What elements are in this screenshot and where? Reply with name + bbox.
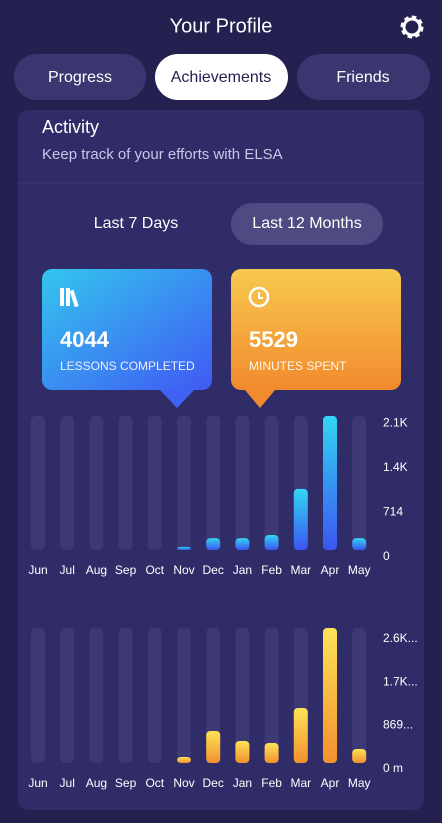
- bar: [293, 708, 308, 763]
- bar: [206, 731, 221, 763]
- x-tick-label: Sep: [115, 776, 137, 790]
- bar-track: [118, 628, 133, 763]
- settings-icon[interactable]: [400, 15, 424, 39]
- x-tick-label: Mar: [290, 563, 311, 577]
- bar-track: [177, 628, 191, 763]
- bar-track: [31, 416, 45, 550]
- y-tick-label: 2.6K...: [383, 631, 418, 645]
- range-option[interactable]: Last 12 Months: [252, 215, 361, 232]
- tab-active[interactable]: [155, 54, 288, 100]
- x-tick-label: Oct: [145, 563, 164, 577]
- card-value: 4044: [60, 327, 110, 352]
- x-tick-label: Nov: [173, 563, 194, 577]
- bar: [206, 538, 221, 550]
- x-tick-label: Dec: [203, 776, 224, 790]
- bar-track: [89, 416, 104, 550]
- tab-label[interactable]: Achievements: [171, 69, 272, 86]
- y-tick-label: 1.4K: [383, 460, 408, 474]
- bar: [352, 749, 367, 763]
- x-tick-label: Jan: [233, 776, 252, 790]
- x-tick-label: Aug: [86, 563, 107, 577]
- card-label: MINUTES SPENT: [249, 359, 347, 373]
- tab-label[interactable]: Progress: [48, 69, 112, 86]
- card-value: 5529: [249, 327, 298, 352]
- bar-track: [60, 416, 75, 550]
- card-lessons: [42, 269, 212, 390]
- bar: [323, 628, 337, 763]
- x-tick-label: Dec: [203, 563, 224, 577]
- bar: [352, 538, 367, 550]
- title: Your Profile: [170, 15, 273, 37]
- tab[interactable]: [297, 54, 430, 100]
- x-tick-label: Apr: [321, 776, 340, 790]
- range-option[interactable]: Last 7 Days: [94, 215, 178, 232]
- pointer: [245, 390, 275, 408]
- x-tick-label: Feb: [261, 776, 282, 790]
- bar-track: [352, 628, 367, 763]
- x-tick-label: Nov: [173, 776, 194, 790]
- x-tick-label: Feb: [261, 563, 282, 577]
- bar: [177, 757, 191, 763]
- bar-track: [147, 416, 162, 550]
- y-tick-label: 0 m: [383, 761, 403, 775]
- tab-label[interactable]: Friends: [336, 69, 389, 86]
- y-tick-label: 869...: [383, 718, 413, 732]
- pointer: [160, 390, 194, 408]
- bar-track: [235, 416, 250, 550]
- bar-track: [31, 628, 45, 763]
- x-tick-label: Jun: [28, 563, 47, 577]
- x-tick-label: Mar: [290, 776, 311, 790]
- range-active[interactable]: [231, 203, 383, 245]
- bar-track: [206, 628, 221, 763]
- bar: [235, 538, 250, 550]
- bar: [293, 488, 308, 550]
- section-title: Activity: [42, 117, 99, 137]
- y-tick-label: 1.7K...: [383, 674, 418, 688]
- bar-track: [118, 416, 133, 550]
- clock-icon: [248, 286, 270, 308]
- y-tick-label: 0: [383, 549, 390, 563]
- bar-track: [352, 416, 367, 550]
- tab[interactable]: [14, 54, 146, 100]
- bar-track: [147, 628, 162, 763]
- bar-track: [89, 628, 104, 763]
- x-tick-label: Oct: [145, 776, 164, 790]
- bar-track: [235, 628, 250, 763]
- bar-track: [264, 628, 279, 763]
- bar: [264, 743, 279, 763]
- x-tick-label: May: [348, 563, 371, 577]
- y-tick-label: 2.1K: [383, 416, 408, 430]
- x-tick-label: Jul: [60, 776, 75, 790]
- x-tick-label: May: [348, 776, 371, 790]
- bar-track: [177, 416, 191, 550]
- x-tick-label: Jun: [28, 776, 47, 790]
- bar: [177, 546, 191, 550]
- x-tick-label: Jan: [233, 563, 252, 577]
- lessons-icon: [60, 288, 79, 308]
- bar: [323, 416, 337, 550]
- x-tick-label: Sep: [115, 563, 137, 577]
- x-tick-label: Jul: [60, 563, 75, 577]
- x-tick-label: Apr: [321, 563, 340, 577]
- bar: [264, 535, 279, 550]
- bar: [235, 741, 250, 763]
- card-label: LESSONS COMPLETED: [60, 359, 195, 373]
- bar-track: [206, 416, 221, 550]
- bar-track: [264, 416, 279, 550]
- x-tick-label: Aug: [86, 776, 107, 790]
- card-minutes: [231, 269, 401, 390]
- bar-track: [60, 628, 75, 763]
- subtitle: Keep track of your efforts with ELSA: [42, 146, 283, 163]
- y-tick-label: 714: [383, 505, 403, 519]
